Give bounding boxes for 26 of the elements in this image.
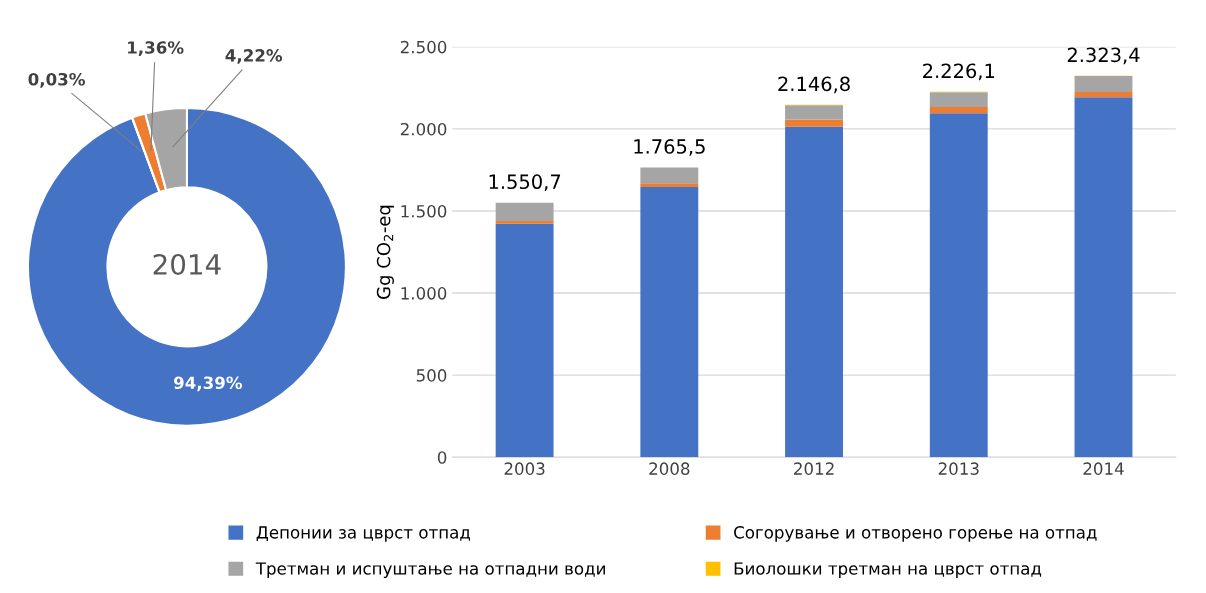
y-tick-label: 2.000 bbox=[400, 122, 447, 136]
x-tick-label: 2012 bbox=[794, 462, 834, 475]
legend-label: Депонии за цврст отпад bbox=[256, 526, 470, 542]
total-label: 2.146,8 bbox=[778, 76, 850, 94]
text: 2014 bbox=[153, 253, 221, 275]
legend-label: Согорување и отворено горење на отпад bbox=[734, 526, 1097, 542]
data-label: 1,36% bbox=[128, 41, 184, 56]
x-tick-label: 2014 bbox=[1083, 462, 1124, 475]
y-tick-label: 0 bbox=[437, 451, 447, 464]
legend-label: Третман и испуштање на отпадни води bbox=[255, 562, 605, 578]
total-label: 2.226,1 bbox=[923, 63, 995, 81]
x-tick-label: 2013 bbox=[938, 462, 979, 475]
data-label: 94,39% bbox=[173, 376, 243, 392]
data-label: 4,22% bbox=[225, 49, 283, 64]
total-label: 1.550,7 bbox=[489, 174, 561, 192]
x-tick-label: 2008 bbox=[649, 462, 690, 475]
y-tick-label: 1.000 bbox=[401, 287, 447, 300]
y-tick-label: 1.500 bbox=[401, 204, 447, 218]
y-tick-label: 500 bbox=[416, 369, 447, 382]
legend-label: Биолошки третман на цврст отпад bbox=[734, 562, 1042, 578]
data-label: 0,03% bbox=[28, 72, 85, 88]
total-label: 1.765,5 bbox=[634, 139, 705, 156]
x-tick-label: 2003 bbox=[504, 462, 545, 475]
y-tick-label: 2.500 bbox=[400, 40, 447, 54]
y-axis-title: Gg CO$_{2}$-eq bbox=[376, 205, 394, 299]
total-label: 2.323,4 bbox=[1067, 47, 1140, 65]
